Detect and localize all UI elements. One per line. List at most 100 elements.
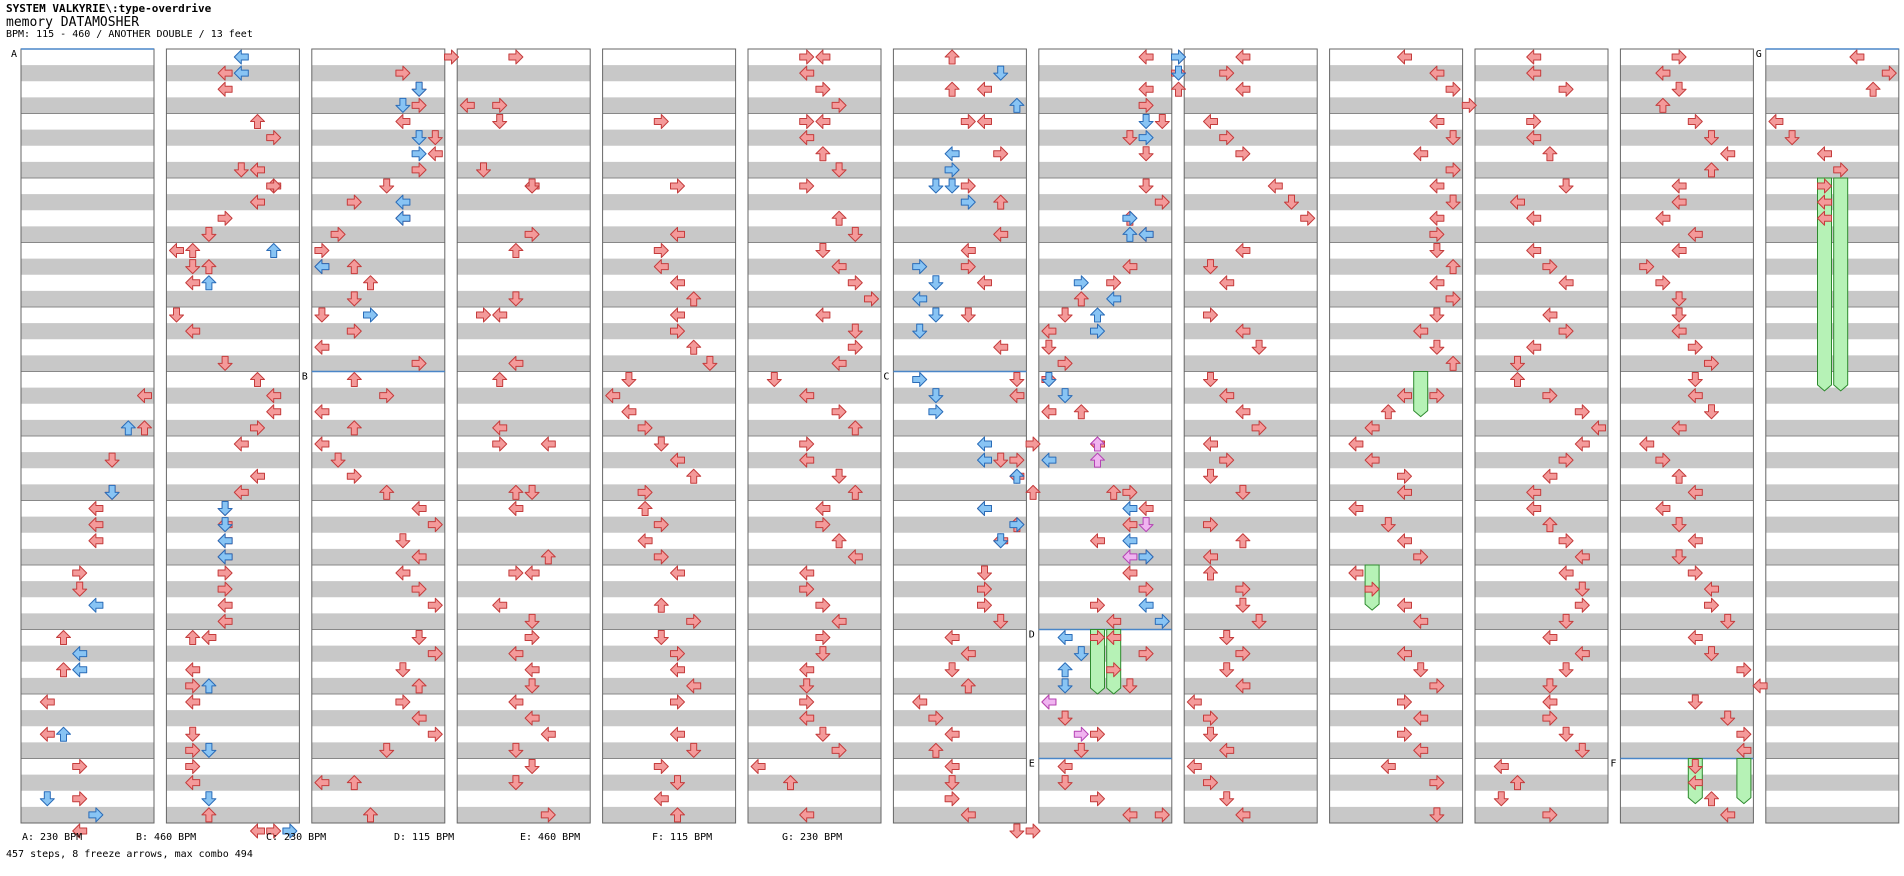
- step-arrow: [427, 646, 443, 662]
- beat-stripe: [602, 452, 736, 469]
- beat-stripe: [1475, 226, 1608, 243]
- beat-stripe: [21, 613, 154, 630]
- column-border: [1474, 48, 1609, 824]
- step-arrow: [653, 630, 669, 645]
- step-arrow: [1591, 420, 1606, 436]
- step-arrow: [1687, 775, 1703, 791]
- step-arrow: [1429, 388, 1445, 404]
- beat-stripe: [457, 65, 591, 82]
- beat-stripe: [311, 290, 445, 307]
- step-arrow: [847, 323, 863, 339]
- step-arrow: [411, 581, 427, 597]
- beat-stripe: [1620, 65, 1754, 82]
- step-arrow: [1704, 581, 1719, 597]
- beat-stripe: [21, 323, 154, 340]
- step-arrow-blue: [1122, 533, 1138, 549]
- step-arrow-blue: [1171, 49, 1186, 65]
- step-arrow: [977, 565, 992, 581]
- step-arrow: [815, 501, 831, 516]
- step-arrow: [1122, 484, 1138, 500]
- beat-stripe: [748, 548, 881, 565]
- beat-stripe: [21, 742, 154, 759]
- step-arrow: [1671, 49, 1687, 65]
- column-border: [1183, 48, 1318, 824]
- step-arrow: [492, 307, 508, 323]
- step-arrow: [1235, 807, 1251, 823]
- step-arrow: [928, 742, 944, 758]
- step-arrow: [1380, 404, 1396, 420]
- step-arrow: [1671, 291, 1687, 307]
- step-arrow: [1526, 49, 1542, 65]
- beat-stripe: [457, 710, 591, 727]
- beat-stripe: [166, 290, 300, 307]
- step-arrow: [1106, 275, 1122, 291]
- step-arrow: [411, 710, 427, 726]
- step-arrow: [1009, 823, 1025, 839]
- step-arrow: [1122, 807, 1138, 823]
- beat-stripe: [21, 774, 154, 791]
- step-arrow: [1849, 49, 1865, 65]
- beat-stripe: [1329, 355, 1463, 372]
- step-arrow: [314, 436, 330, 452]
- beat-stripe: [1038, 290, 1172, 307]
- step-arrow: [831, 259, 847, 275]
- step-arrow: [314, 775, 330, 791]
- step-arrow: [1235, 323, 1251, 339]
- step-arrow: [1219, 275, 1235, 291]
- step-arrow: [1073, 291, 1089, 307]
- step-arrow-blue: [1122, 501, 1138, 516]
- step-arrow: [1817, 210, 1832, 226]
- step-arrow: [944, 759, 960, 774]
- beat-stripe: [1475, 645, 1608, 662]
- beat-stripe: [602, 65, 736, 82]
- step-arrow: [1397, 694, 1412, 710]
- step-arrow: [1687, 759, 1703, 774]
- beat-stripe: [1329, 774, 1463, 791]
- beat-stripe: [457, 161, 591, 178]
- beat-stripe: [311, 129, 445, 146]
- beat-stripe: [166, 258, 300, 275]
- bpm-legend-d: D: 115 BPM: [394, 832, 455, 843]
- beat-stripe: [1475, 452, 1608, 469]
- beat-stripe: [166, 65, 300, 82]
- beat-stripe: [1620, 581, 1754, 598]
- step-arrow: [831, 404, 847, 420]
- step-arrow: [1429, 775, 1445, 791]
- step-arrow: [653, 436, 669, 452]
- step-arrow: [847, 549, 863, 565]
- step-arrow-blue: [266, 243, 282, 258]
- step-arrow: [508, 775, 524, 791]
- step-arrow: [314, 243, 330, 258]
- step-arrow: [799, 807, 815, 823]
- step-arrow: [815, 597, 831, 613]
- step-arrow: [1348, 501, 1364, 516]
- step-arrow: [185, 323, 201, 339]
- beat-stripe: [602, 129, 736, 146]
- step-arrow: [670, 807, 685, 823]
- step-arrow: [1704, 404, 1719, 420]
- step-arrow: [960, 114, 976, 129]
- step-arrow: [395, 694, 411, 710]
- step-arrow: [766, 372, 782, 387]
- beat-stripe: [602, 355, 736, 372]
- beat-stripe: [1329, 452, 1463, 469]
- beat-stripe: [1765, 484, 1899, 501]
- step-arrow: [783, 775, 798, 791]
- beat-stripe: [1038, 613, 1172, 630]
- beat-stripe: [1329, 387, 1463, 404]
- beat-stripe: [893, 194, 1027, 211]
- step-arrow: [1203, 710, 1218, 726]
- bpm-difficulty-line: BPM: 115 - 460 / ANOTHER DOUBLE / 13 fee…: [6, 29, 253, 40]
- step-arrow-blue: [1073, 646, 1089, 662]
- step-arrow: [653, 114, 669, 129]
- step-arrow: [1558, 275, 1574, 291]
- beat-stripe: [1329, 129, 1463, 146]
- beat-stripe: [1038, 677, 1172, 694]
- beat-stripe: [1184, 742, 1318, 759]
- step-arrow: [1057, 775, 1073, 791]
- step-arrow: [1219, 388, 1235, 404]
- beat-stripe: [1184, 194, 1318, 211]
- step-arrow: [653, 243, 669, 258]
- beat-stripe: [1475, 194, 1608, 211]
- beat-stripe: [166, 323, 300, 340]
